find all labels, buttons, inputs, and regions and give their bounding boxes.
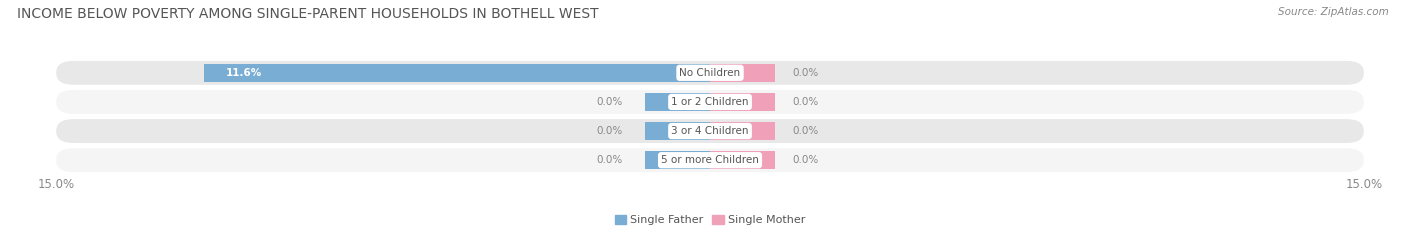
Text: 0.0%: 0.0%: [596, 97, 623, 107]
Text: 1 or 2 Children: 1 or 2 Children: [671, 97, 749, 107]
FancyBboxPatch shape: [56, 119, 1364, 143]
Text: 0.0%: 0.0%: [596, 126, 623, 136]
Text: 11.6%: 11.6%: [226, 68, 263, 78]
Bar: [644, 122, 710, 140]
Legend: Single Father, Single Mother: Single Father, Single Mother: [610, 211, 810, 230]
Bar: [644, 151, 710, 169]
Bar: [710, 151, 776, 169]
Text: 0.0%: 0.0%: [793, 68, 820, 78]
FancyBboxPatch shape: [56, 148, 1364, 172]
FancyBboxPatch shape: [56, 61, 1364, 85]
Text: No Children: No Children: [679, 68, 741, 78]
Bar: [710, 122, 776, 140]
Text: Source: ZipAtlas.com: Source: ZipAtlas.com: [1278, 7, 1389, 17]
Bar: [710, 64, 776, 82]
Text: 0.0%: 0.0%: [793, 155, 820, 165]
Bar: [204, 64, 710, 82]
Text: 3 or 4 Children: 3 or 4 Children: [671, 126, 749, 136]
Text: 5 or more Children: 5 or more Children: [661, 155, 759, 165]
Text: INCOME BELOW POVERTY AMONG SINGLE-PARENT HOUSEHOLDS IN BOTHELL WEST: INCOME BELOW POVERTY AMONG SINGLE-PARENT…: [17, 7, 599, 21]
FancyBboxPatch shape: [56, 90, 1364, 114]
Bar: [644, 93, 710, 111]
Text: 0.0%: 0.0%: [793, 97, 820, 107]
Text: 0.0%: 0.0%: [596, 155, 623, 165]
Text: 0.0%: 0.0%: [793, 126, 820, 136]
Bar: [710, 93, 776, 111]
